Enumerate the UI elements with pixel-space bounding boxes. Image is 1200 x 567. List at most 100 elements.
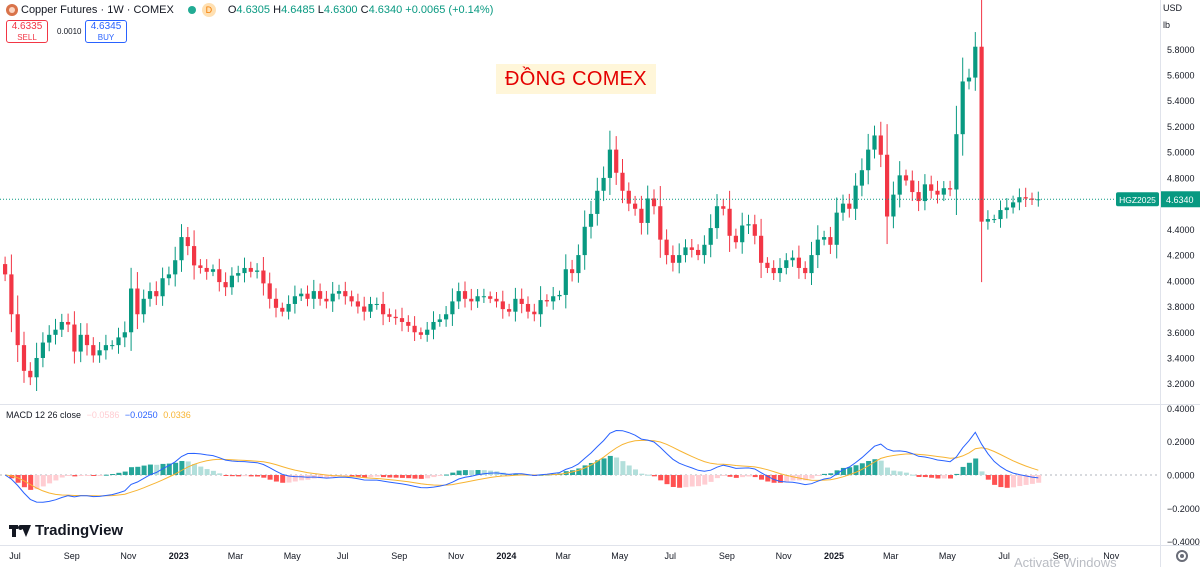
candle: [217, 258, 222, 292]
macd-hist-bar: [595, 460, 601, 475]
candle: [941, 181, 946, 202]
macd-hist-bar: [122, 471, 128, 475]
candle-body: [721, 206, 726, 209]
macd-hist-bar: [960, 466, 966, 475]
candle-body: [765, 262, 770, 268]
currency-label[interactable]: USD: [1163, 3, 1183, 13]
macd-hist-bar: [765, 475, 771, 482]
macd-hist-bar: [355, 475, 361, 477]
macd-indicator-name[interactable]: MACD 12 26 close: [6, 410, 82, 420]
candle-body: [746, 224, 751, 226]
candle: [633, 195, 638, 216]
macd-hist-bar: [576, 468, 582, 475]
symbol-title[interactable]: Copper Futures · 1W · COMEX: [21, 4, 174, 16]
candle-body: [702, 244, 707, 256]
candle-body: [444, 314, 449, 320]
tradingview-logo[interactable]: TradingView: [9, 522, 123, 539]
macd-histogram: [9, 455, 1042, 490]
macd-hist-bar: [91, 475, 97, 476]
candle: [840, 194, 846, 221]
candle-body: [192, 246, 197, 266]
candle-body: [336, 291, 342, 294]
macd-hist-bar: [696, 475, 701, 487]
candle: [759, 218, 764, 279]
macd-hist-bar: [1029, 475, 1035, 484]
macd-hist-bar: [714, 475, 720, 479]
price-tick-label: 4.0000: [1167, 276, 1195, 286]
candle-body: [462, 291, 468, 299]
macd-hist-bar: [97, 475, 103, 476]
candle: [866, 133, 871, 185]
candle: [740, 212, 745, 254]
buy-button[interactable]: 4.6345 BUY: [85, 20, 127, 43]
candle-body: [771, 267, 776, 274]
candle: [847, 193, 852, 218]
macd-tick-label: 0.2000: [1167, 437, 1195, 447]
candle-body: [733, 235, 738, 243]
macd-hist-bar: [444, 474, 449, 476]
candle-body: [450, 301, 455, 315]
macd-hist-bar: [255, 475, 260, 477]
axes: 5.80005.60005.40005.20005.00004.80004.60…: [0, 45, 1200, 561]
candle-body: [9, 274, 14, 315]
time-tick-label: Sep: [391, 551, 407, 561]
candle: [444, 306, 449, 327]
candle-body: [393, 316, 398, 319]
macd-hist-bar: [185, 461, 191, 475]
candle-body: [576, 255, 581, 274]
time-tick-label: Jul: [998, 551, 1010, 561]
macd-hist-bar: [966, 462, 972, 475]
candle: [122, 321, 127, 348]
candle: [651, 189, 657, 215]
unit-label[interactable]: lb: [1163, 20, 1171, 30]
macd-hist-bar: [299, 475, 305, 481]
macd-hist-bar: [135, 466, 141, 475]
candle-body: [519, 298, 524, 304]
candle: [859, 158, 864, 197]
candle-body: [910, 180, 915, 193]
macd-hist-bar: [803, 475, 809, 481]
candle: [462, 281, 468, 308]
candle-body: [324, 298, 329, 302]
candle: [828, 226, 833, 254]
symbol-tag-bg: [1116, 192, 1159, 207]
time-tick-label: Mar: [883, 551, 899, 561]
candle-body: [110, 345, 115, 347]
candle: [248, 261, 253, 278]
candle: [935, 180, 940, 204]
macd-hist-bar: [192, 464, 197, 475]
sell-button[interactable]: 4.6335 SELL: [6, 20, 48, 43]
macd-hist-bar: [998, 475, 1004, 488]
gear-icon[interactable]: [1176, 550, 1188, 562]
open-label: O: [227, 4, 237, 16]
candle-body: [985, 219, 990, 222]
candle-body: [677, 255, 682, 263]
macd-hist-bar: [922, 475, 928, 478]
data-badge[interactable]: D: [201, 3, 216, 17]
candle-body: [34, 357, 39, 378]
candle-body: [847, 203, 852, 209]
macd-hist-bar: [406, 475, 412, 479]
candle-body: [28, 370, 33, 378]
macd-hist-bar: [954, 473, 960, 475]
macd-hist-bar: [1023, 475, 1029, 485]
candle: [9, 254, 14, 333]
candle-body: [242, 267, 247, 274]
candle: [538, 286, 543, 327]
macd-tick-label: −0.4000: [1167, 537, 1200, 547]
macd-hist-bar: [173, 462, 179, 475]
candle: [727, 190, 732, 252]
spread-value: 0.0010: [57, 27, 82, 36]
macd-hist-bar: [840, 467, 846, 475]
candle: [34, 342, 39, 391]
candle-body: [790, 257, 795, 261]
candle: [677, 243, 682, 274]
candle: [1023, 187, 1028, 208]
macd-hist-bar: [935, 475, 941, 479]
time-tick-label: Sep: [64, 551, 80, 561]
candle-body: [59, 321, 64, 330]
macd-hist-bar: [116, 472, 122, 475]
candle: [645, 185, 650, 235]
time-tick-label: Nov: [448, 551, 465, 561]
